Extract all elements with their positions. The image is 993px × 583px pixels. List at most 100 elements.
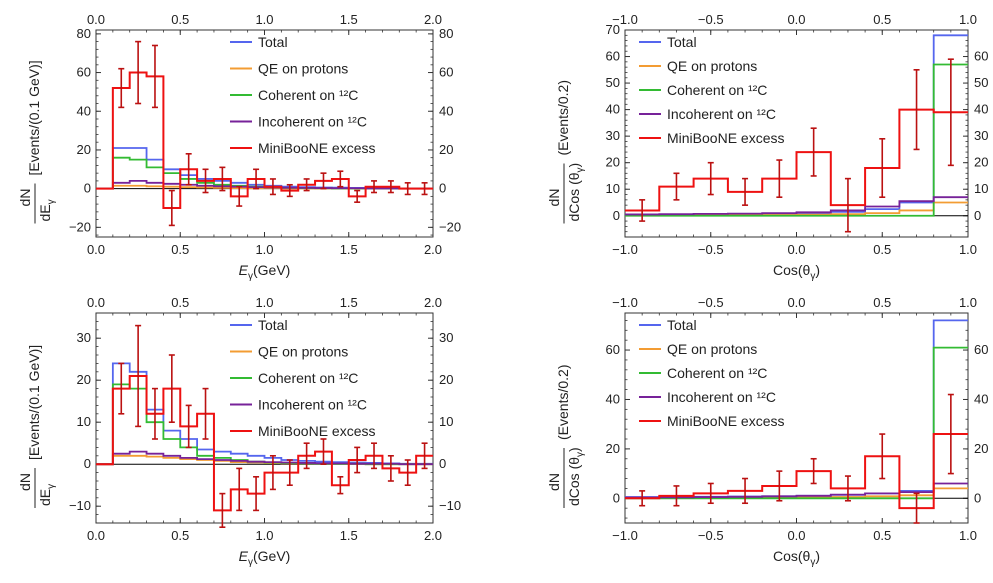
- x-tick-label: 0.0: [787, 528, 805, 543]
- legend-label: Incoherent on ¹²C: [258, 114, 367, 130]
- y-label-numerator: dN: [546, 473, 562, 491]
- y-tick-label: 50: [606, 75, 620, 90]
- x-tick-label: −0.5: [698, 528, 724, 543]
- x-tick-label-top: 0.5: [873, 295, 891, 310]
- y-tick-label-right: 60: [974, 342, 988, 357]
- x-tick-label: 1.0: [255, 242, 273, 257]
- series-line-incoherent: [96, 450, 433, 466]
- y-tick-label: 70: [606, 22, 620, 37]
- y-tick-label: 40: [77, 103, 91, 118]
- y-tick-label-right: −20: [439, 219, 461, 234]
- x-tick-label: 0.5: [171, 242, 189, 257]
- y-tick-label-right: −10: [439, 498, 461, 513]
- x-axis-label: Eγ(GeV): [239, 548, 291, 568]
- y-label-denominator: dCos (θγ): [566, 447, 586, 506]
- y-tick-label: 20: [77, 142, 91, 157]
- x-tick-label-top: −0.5: [698, 12, 724, 27]
- series-line-total: [96, 362, 433, 466]
- legend-label: Incoherent on ¹²C: [667, 106, 776, 122]
- x-tick-label-top: 0.0: [787, 295, 805, 310]
- y-tick-label: 20: [606, 155, 620, 170]
- legend-label: MiniBooNE excess: [667, 130, 785, 146]
- x-tick-label: 2.0: [424, 528, 442, 543]
- panel-top-left: 0.0 0.0 0.5 0.5 1.0 1.0 1.5 1.5 2.0 2.0 −20 0 20 40 60…: [17, 12, 461, 282]
- legend-label: QE on protons: [667, 341, 757, 357]
- y-axis-label: dN dCos (θγ) (Events/0.2): [546, 365, 586, 508]
- y-tick-label-right: 60: [974, 49, 988, 64]
- legend-label: Incoherent on ¹²C: [258, 397, 367, 413]
- y-label-numerator: dN: [546, 189, 562, 207]
- x-tick-label-top: 1.5: [340, 12, 358, 27]
- y-tick-label: −20: [69, 219, 91, 234]
- x-tick-label-top: −1.0: [612, 295, 638, 310]
- legend-label: MiniBooNE excess: [258, 423, 376, 439]
- x-tick-label: −0.5: [698, 242, 724, 257]
- legend-label: Total: [258, 34, 288, 50]
- y-label-unit: [Events/(0.1 GeV)]: [26, 60, 42, 175]
- y-tick-label-right: 0: [974, 490, 981, 505]
- y-tick-label: 60: [606, 49, 620, 64]
- y-tick-label: 0: [84, 181, 91, 196]
- y-tick-label-right: 0: [974, 208, 981, 223]
- y-tick-label-right: 50: [974, 75, 988, 90]
- x-tick-label: 1.0: [959, 242, 977, 257]
- legend-label: MiniBooNE excess: [258, 140, 376, 156]
- x-tick-label: 1.0: [959, 528, 977, 543]
- y-label-unit: (Events/0.2): [555, 365, 571, 440]
- y-label-denominator: dEγ: [37, 484, 57, 506]
- y-label-numerator: dN: [17, 189, 33, 207]
- series-line-coherent: [625, 63, 968, 217]
- x-tick-label-top: 0.0: [787, 12, 805, 27]
- y-tick-label: 10: [606, 181, 620, 196]
- y-tick-label-right: 40: [974, 391, 988, 406]
- x-tick-label-top: 1.0: [255, 295, 273, 310]
- x-axis-label: Cos(θγ): [773, 262, 820, 282]
- x-tick-label: 0.5: [873, 528, 891, 543]
- y-label-unit: (Events/0.2): [555, 80, 571, 155]
- y-tick-label: 40: [606, 391, 620, 406]
- x-tick-label-top: 2.0: [424, 295, 442, 310]
- y-tick-label-right: 30: [439, 330, 453, 345]
- x-tick-label: 0.0: [87, 242, 105, 257]
- y-tick-label-right: 40: [439, 103, 453, 118]
- x-tick-label: −1.0: [612, 242, 638, 257]
- y-tick-label: 30: [77, 330, 91, 345]
- legend-label: Total: [667, 34, 697, 50]
- y-tick-label-right: 30: [974, 128, 988, 143]
- legend-label: Coherent on ¹²C: [258, 87, 358, 103]
- x-tick-label-top: 0.0: [87, 295, 105, 310]
- y-tick-label: 20: [606, 441, 620, 456]
- y-tick-label: −10: [69, 498, 91, 513]
- y-tick-label-right: 0: [439, 181, 446, 196]
- panel-top-right: −1.0 −1.0 −0.5 −0.5 0.0 0.0 0.5 0.5 1.0 1.0 0 10 20 3…: [546, 12, 988, 282]
- y-tick-label: 0: [84, 456, 91, 471]
- y-tick-label: 0: [613, 490, 620, 505]
- y-tick-label: 10: [77, 414, 91, 429]
- y-tick-label: 40: [606, 102, 620, 117]
- x-tick-label-top: −0.5: [698, 295, 724, 310]
- x-tick-label-top: 2.0: [424, 12, 442, 27]
- legend-label: MiniBooNE excess: [667, 413, 785, 429]
- y-tick-label-right: 20: [439, 142, 453, 157]
- legend-label: QE on protons: [258, 344, 348, 360]
- x-tick-label: 1.5: [340, 528, 358, 543]
- series-line-incoherent: [625, 196, 968, 216]
- y-tick-label: 80: [77, 26, 91, 41]
- x-tick-label-top: 1.0: [255, 12, 273, 27]
- legend-label: Total: [258, 317, 288, 333]
- legend-label: QE on protons: [258, 61, 348, 77]
- y-tick-label: 30: [606, 128, 620, 143]
- y-tick-label-right: 10: [439, 414, 453, 429]
- x-tick-label-top: 1.5: [340, 295, 358, 310]
- x-tick-label: 1.0: [255, 528, 273, 543]
- x-tick-label: 1.5: [340, 242, 358, 257]
- y-tick-label: 60: [606, 342, 620, 357]
- x-axis-label: Eγ(GeV): [239, 262, 291, 282]
- y-axis-label: dN dCos (θγ) (Events/0.2): [546, 80, 586, 224]
- x-tick-label-top: −1.0: [612, 12, 638, 27]
- x-tick-label-top: 0.0: [87, 12, 105, 27]
- series-line-miniboone: [96, 375, 433, 512]
- panel-bottom-right: −1.0 −1.0 −0.5 −0.5 0.0 0.0 0.5 0.5 1.0 1.0 0 20 40 6…: [546, 295, 988, 568]
- panel-bottom-left: 0.0 0.0 0.5 0.5 1.0 1.0 1.5 1.5 2.0 2.0 −10 0 10 20 30…: [17, 295, 461, 568]
- x-tick-label-top: 1.0: [959, 12, 977, 27]
